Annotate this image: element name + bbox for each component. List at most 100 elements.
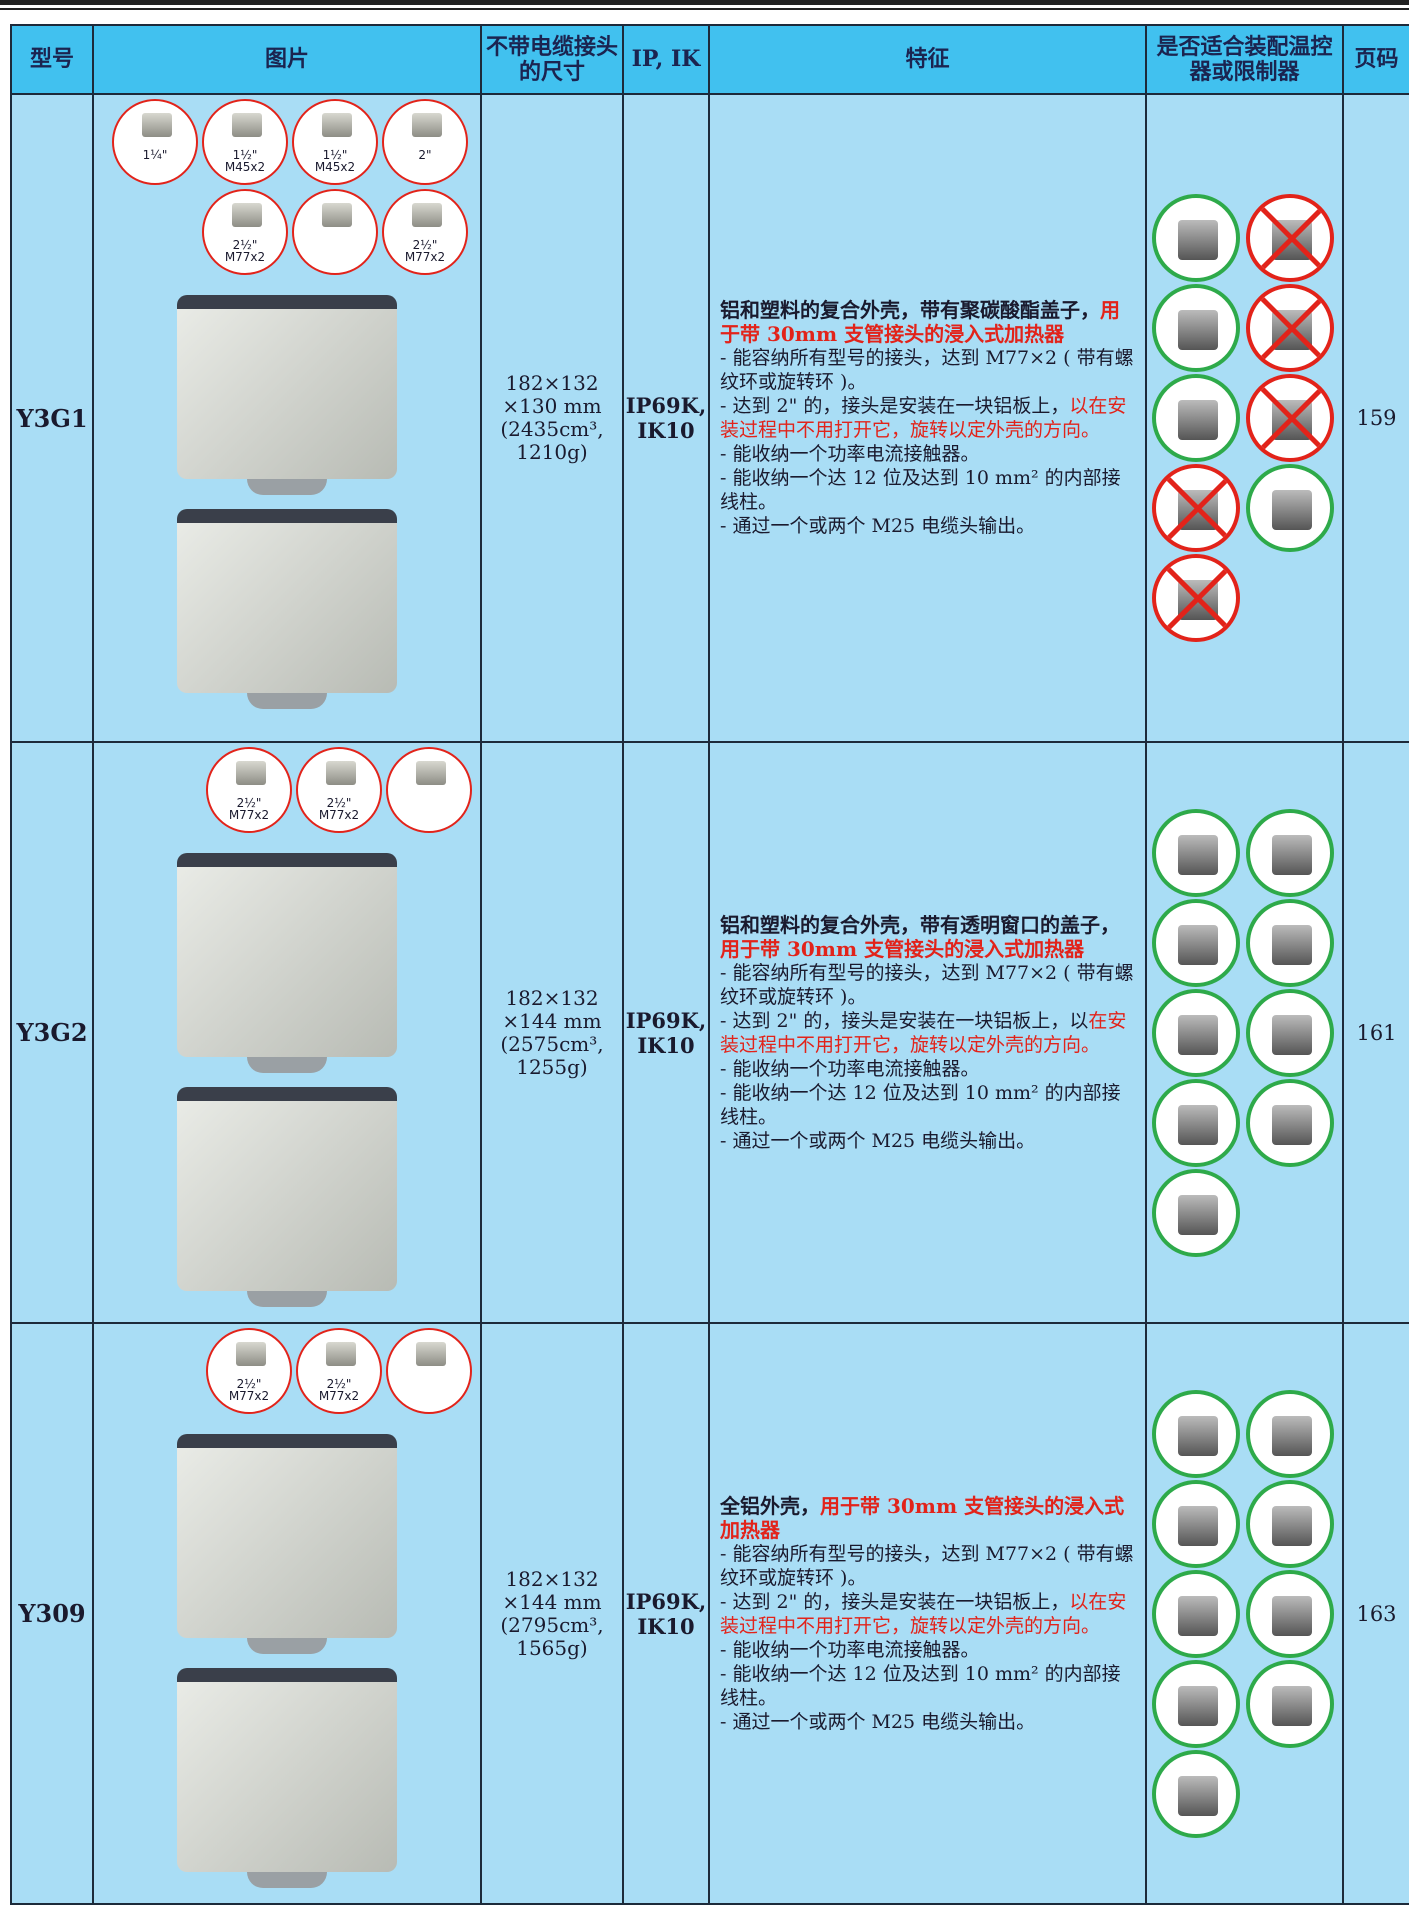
fitting-image: [412, 113, 442, 137]
product-image: [177, 509, 397, 709]
page-number: 159: [1342, 93, 1409, 743]
features: 全铝外壳，用于带 30mm 支管接头的浸入式加热器 - 能容纳所有型号的接头，达到…: [708, 1322, 1147, 1905]
controller-suitable: [1151, 1078, 1240, 1167]
fitting-label: 2": [384, 149, 466, 161]
column-header: 特征: [708, 24, 1147, 95]
controller-image: [1177, 580, 1218, 620]
controller-image: [1271, 1685, 1312, 1726]
feature-item: - 能容纳所有型号的接头，达到 M77×2 ( 带有螺纹环或旋转环 )。: [720, 346, 1135, 394]
fitting-label: 2½" M77x2: [208, 797, 290, 821]
feature-title: 铝和塑料的复合外壳，带有聚碳酸酯盖子，用于带 30mm 支管接头的浸入式加热器: [720, 298, 1135, 346]
controller-suitable: [1245, 1389, 1334, 1478]
dimension-line: 182×132: [505, 371, 599, 395]
feature-text: - 能容纳所有型号的接头，达到 M77×2 ( 带有螺纹环或旋转环 )。: [720, 1542, 1134, 1589]
ip-rating: IP69K, IK10: [622, 93, 710, 743]
controller-suitable: [1151, 1168, 1240, 1257]
fitting-label: 2½" M77x2: [298, 1378, 380, 1402]
controller-image: [1177, 1505, 1218, 1546]
column-header: 图片: [92, 24, 482, 95]
controller-image: [1177, 1194, 1218, 1235]
controller-suitable: [1151, 284, 1240, 372]
column-header: 不带电缆接头的尺寸: [480, 24, 624, 95]
product-image: [177, 1087, 397, 1307]
fitting-circle: [292, 189, 378, 275]
fitting-image: [322, 203, 352, 227]
ip-line: IK10: [637, 418, 695, 443]
feature-text: - 能容纳所有型号的接头，达到 M77×2 ( 带有螺纹环或旋转环 )。: [720, 347, 1134, 393]
dimensions: 182×132 ×144 mm (2575cm³, 1255g): [480, 741, 624, 1324]
pictures: 2½" M77x2 2½" M77x2: [92, 1322, 482, 1905]
fitting-label-line: M77x2: [228, 1389, 270, 1403]
controller-grid: [1147, 1389, 1342, 1838]
controller-image: [1271, 310, 1312, 350]
controller-suitable: [1151, 1569, 1240, 1658]
ip-line: IK10: [637, 1032, 695, 1058]
ip-line: IP69K,: [625, 1007, 707, 1033]
fitting-circle: [386, 1328, 472, 1414]
page-number: 163: [1342, 1322, 1409, 1905]
controller-image: [1177, 1775, 1218, 1816]
feature-text: 用于带 30mm 支管接头的浸入式加热器: [720, 298, 1120, 346]
feature-item: - 能收纳一个达 12 位及达到 10 mm² 的内部接线柱。: [720, 1662, 1135, 1710]
controller-image: [1271, 834, 1312, 875]
features: 铝和塑料的复合外壳，带有聚碳酸酯盖子，用于带 30mm 支管接头的浸入式加热器 -…: [708, 93, 1147, 743]
product-table: 型号 图片 不带电缆接头的尺寸 IP, IK 特征 是否适合装配温控器或限制器 页码 Y3G…: [10, 24, 1409, 1905]
controller-suitable: [1245, 1479, 1334, 1568]
product-image: [177, 1434, 397, 1654]
controller-unsuitable: [1151, 554, 1240, 642]
column-header: IP, IK: [622, 24, 710, 95]
controller-unsuitable: [1245, 194, 1334, 282]
feature-title: 铝和塑料的复合外壳，带有透明窗口的盖子，用于带 30mm 支管接头的浸入式加热器: [720, 913, 1135, 961]
controller-suitable: [1151, 194, 1240, 282]
controller-image: [1177, 400, 1218, 440]
controller-suitable: [1151, 1659, 1240, 1748]
controllers: [1145, 1322, 1344, 1905]
fitting-image: [416, 1342, 446, 1366]
dimension-line: (2575cm³,: [500, 1031, 604, 1056]
controller-suitable: [1245, 808, 1334, 897]
fitting-label: 1½" M45x2: [294, 149, 376, 173]
model: Y3G2: [10, 741, 94, 1324]
top-rule: [0, 0, 1409, 5]
feature-text: 用于带 30mm 支管接头的浸入式加热器: [720, 1493, 1125, 1542]
features: 铝和塑料的复合外壳，带有透明窗口的盖子，用于带 30mm 支管接头的浸入式加热器…: [708, 741, 1147, 1324]
fitting-circle: 2½" M77x2: [296, 1328, 382, 1414]
ip-line: IP69K,: [625, 393, 707, 418]
ip-line: IK10: [637, 1613, 695, 1639]
feature-item: - 能收纳一个功率电流接触器。: [720, 1638, 1135, 1662]
fitting-options: 2½" M77x2 2½" M77x2: [94, 743, 480, 833]
fitting-circle: 2½" M77x2: [206, 747, 292, 833]
controller-suitable: [1151, 374, 1240, 462]
fitting-label: 2½" M77x2: [298, 797, 380, 821]
feature-item: - 通过一个或两个 M25 电缆头输出。: [720, 514, 1135, 538]
feature-item: - 能容纳所有型号的接头，达到 M77×2 ( 带有螺纹环或旋转环 )。: [720, 961, 1135, 1009]
fitting-options: 1¼" 1½" M45x2 1½" M45x2 2" 2½" M77x2 2½" M77x2: [94, 95, 476, 275]
feature-text: 以在安装过程中不用打开它，旋转以定外壳的方向。: [720, 1590, 1127, 1637]
fitting-circle: 2½" M77x2: [202, 189, 288, 275]
controller-image: [1177, 310, 1218, 350]
fitting-label-line: 1½": [322, 148, 348, 162]
fitting-label-line: M77x2: [318, 808, 360, 822]
feature-item: - 达到 2" 的，接头是安装在一块铝板上，以在安装过程中不用打开它，旋转以定外…: [720, 1009, 1135, 1057]
fitting-label-line: 2½": [232, 238, 258, 252]
feature-text: - 能收纳一个达 12 位及达到 10 mm² 的内部接线柱。: [720, 467, 1121, 513]
fitting-image: [142, 113, 172, 137]
controller-suitable: [1245, 1569, 1334, 1658]
dimension-line: ×144 mm: [502, 1008, 602, 1033]
fitting-label-line: M45x2: [224, 160, 266, 174]
product-row: Y3G2 2½" M77x2 2½" M77x2 182×132 ×144 mm (2575c…: [10, 741, 1409, 1324]
feature-item: - 达到 2" 的，接头是安装在一块铝板上，以在安装过程中不用打开它，旋转以定外…: [720, 394, 1135, 442]
fitting-circle: 2": [382, 99, 468, 185]
fitting-label-line: M77x2: [404, 250, 446, 264]
dimension-line: 1255g): [516, 1054, 588, 1079]
dimension-line: 1565g): [516, 1635, 588, 1660]
pictures: 1¼" 1½" M45x2 1½" M45x2 2" 2½" M77x2 2½" M77x2: [92, 93, 482, 743]
feature-text: - 能收纳一个功率电流接触器。: [720, 1057, 980, 1080]
product-row: Y309 2½" M77x2 2½" M77x2 182×132 ×144 mm (2795c…: [10, 1322, 1409, 1905]
feature-text: 铝和塑料的复合外壳，带有透明窗口的盖子，: [720, 912, 1120, 937]
page-number: 161: [1342, 741, 1409, 1324]
feature-item: - 能容纳所有型号的接头，达到 M77×2 ( 带有螺纹环或旋转环 )。: [720, 1542, 1135, 1590]
controller-image: [1271, 924, 1312, 965]
fitting-label-line: 2½": [236, 796, 262, 810]
fitting-circle: [386, 747, 472, 833]
